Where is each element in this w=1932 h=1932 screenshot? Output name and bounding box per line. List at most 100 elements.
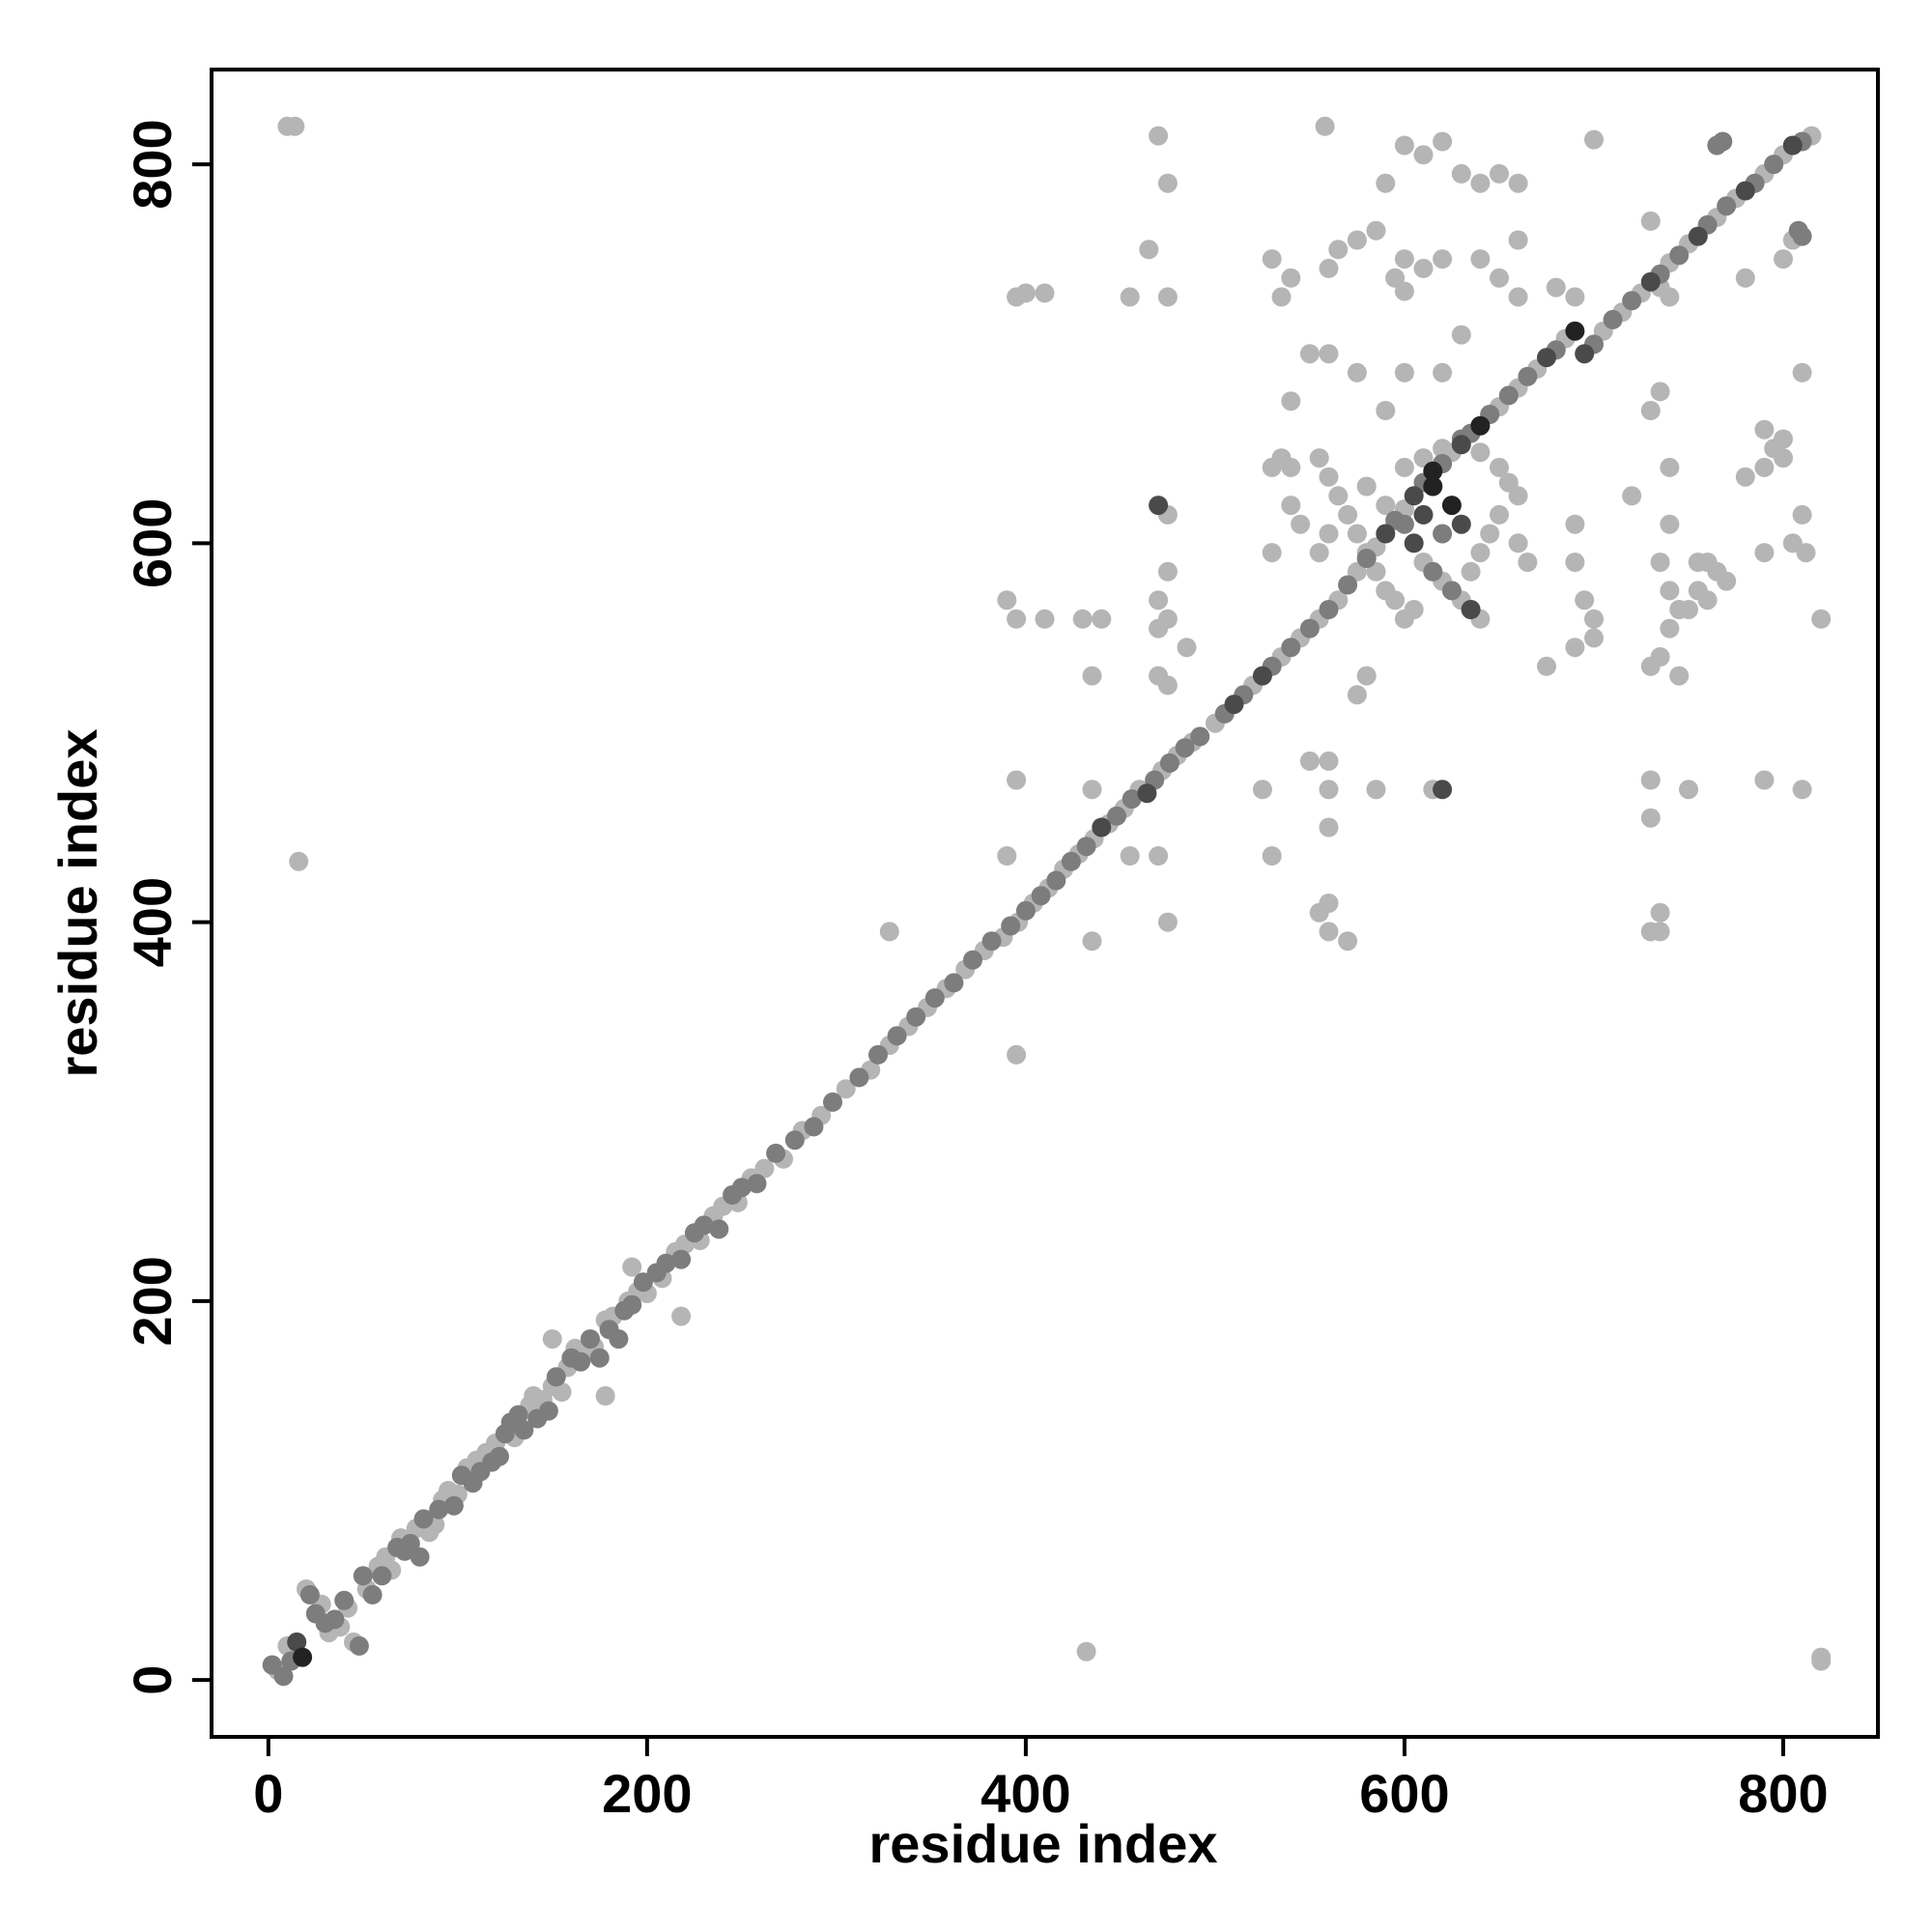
data-point bbox=[1394, 362, 1414, 383]
data-point bbox=[1441, 581, 1462, 601]
data-point bbox=[400, 1533, 420, 1553]
data-point bbox=[1262, 543, 1282, 563]
data-point bbox=[1319, 524, 1339, 544]
data-point bbox=[1394, 514, 1414, 534]
data-point bbox=[981, 931, 1002, 952]
data-point bbox=[1669, 600, 1690, 619]
data-point bbox=[542, 1329, 562, 1350]
data-point bbox=[595, 1386, 615, 1406]
data-point bbox=[1660, 618, 1680, 639]
data-point bbox=[879, 922, 899, 942]
data-point bbox=[1650, 553, 1670, 572]
data-point bbox=[1015, 283, 1036, 303]
data-point bbox=[1157, 561, 1178, 582]
data-point bbox=[1451, 435, 1471, 455]
data-point bbox=[514, 1420, 534, 1440]
data-point bbox=[633, 1272, 653, 1293]
data-point bbox=[1072, 609, 1093, 629]
data-point bbox=[1157, 675, 1178, 696]
data-point bbox=[1754, 770, 1775, 790]
data-point bbox=[299, 1584, 320, 1605]
data-point bbox=[1518, 366, 1538, 386]
data-point bbox=[1754, 543, 1775, 563]
data-point bbox=[372, 1566, 392, 1586]
data-point bbox=[1433, 524, 1453, 544]
data-point bbox=[1782, 135, 1803, 156]
data-point bbox=[1315, 116, 1335, 136]
data-point bbox=[581, 1329, 600, 1350]
data-point bbox=[1565, 514, 1585, 534]
y-axis: 0 200 400 600 800 bbox=[122, 119, 213, 1695]
data-point bbox=[1082, 931, 1102, 952]
data-point bbox=[1433, 780, 1453, 800]
data-point bbox=[868, 1044, 888, 1065]
data-point bbox=[1309, 543, 1329, 563]
data-point bbox=[906, 1007, 926, 1027]
data-point bbox=[1774, 429, 1793, 449]
data-point bbox=[1394, 457, 1414, 477]
data-point bbox=[1149, 846, 1169, 866]
data-point bbox=[1565, 638, 1585, 658]
data-point bbox=[1735, 467, 1755, 487]
data-point bbox=[1107, 806, 1126, 826]
data-point bbox=[508, 1405, 528, 1425]
data-point bbox=[1394, 281, 1414, 301]
data-point bbox=[1792, 362, 1812, 383]
y-tick-label: 400 bbox=[122, 877, 183, 967]
data-point bbox=[1735, 181, 1755, 201]
data-point bbox=[1007, 609, 1027, 629]
data-point bbox=[1546, 277, 1566, 298]
data-point bbox=[1281, 268, 1301, 288]
data-point bbox=[273, 1666, 294, 1687]
data-point bbox=[1660, 581, 1680, 601]
data-point bbox=[1356, 666, 1377, 686]
data-point bbox=[1508, 230, 1528, 250]
data-point bbox=[1622, 486, 1642, 506]
data-point bbox=[1271, 448, 1292, 469]
data-point bbox=[1423, 476, 1443, 497]
x-tick-label: 400 bbox=[980, 1763, 1070, 1824]
data-point bbox=[1281, 496, 1301, 516]
data-point bbox=[1299, 751, 1320, 771]
data-point bbox=[1811, 609, 1832, 629]
data-point bbox=[1347, 362, 1367, 383]
data-point bbox=[1404, 486, 1424, 506]
data-point bbox=[1518, 553, 1538, 572]
data-point bbox=[443, 1495, 464, 1516]
data-point bbox=[1490, 163, 1509, 184]
data-point bbox=[413, 1509, 434, 1529]
data-point bbox=[1076, 1641, 1096, 1662]
data-point bbox=[1031, 886, 1051, 906]
x-tick-label: 200 bbox=[602, 1763, 692, 1824]
data-point bbox=[1470, 543, 1491, 563]
data-point bbox=[997, 846, 1017, 866]
data-point bbox=[1669, 666, 1690, 686]
data-point bbox=[671, 1249, 692, 1269]
data-point bbox=[1082, 666, 1102, 686]
data-point bbox=[1650, 922, 1670, 942]
data-point bbox=[1356, 549, 1377, 568]
data-point bbox=[1433, 249, 1453, 270]
data-point bbox=[924, 988, 945, 1009]
data-point bbox=[1319, 780, 1339, 800]
data-point bbox=[1319, 344, 1339, 364]
data-point bbox=[1299, 618, 1320, 639]
data-point bbox=[1149, 590, 1169, 611]
data-point bbox=[334, 1590, 355, 1610]
y-tick-label: 600 bbox=[122, 498, 183, 588]
data-point bbox=[1376, 496, 1396, 516]
x-tick-label: 600 bbox=[1359, 1763, 1449, 1824]
data-point bbox=[1347, 685, 1367, 705]
data-point bbox=[1328, 486, 1349, 506]
data-point bbox=[1175, 738, 1195, 758]
data-point bbox=[747, 1174, 767, 1194]
data-point bbox=[731, 1178, 752, 1198]
data-point bbox=[1281, 638, 1301, 658]
data-point bbox=[1309, 448, 1329, 469]
data-point bbox=[1669, 245, 1690, 266]
data-point bbox=[1650, 647, 1670, 667]
data-point bbox=[1441, 496, 1462, 516]
data-point bbox=[1508, 173, 1528, 193]
data-point bbox=[546, 1367, 566, 1387]
data-point bbox=[1347, 230, 1367, 250]
